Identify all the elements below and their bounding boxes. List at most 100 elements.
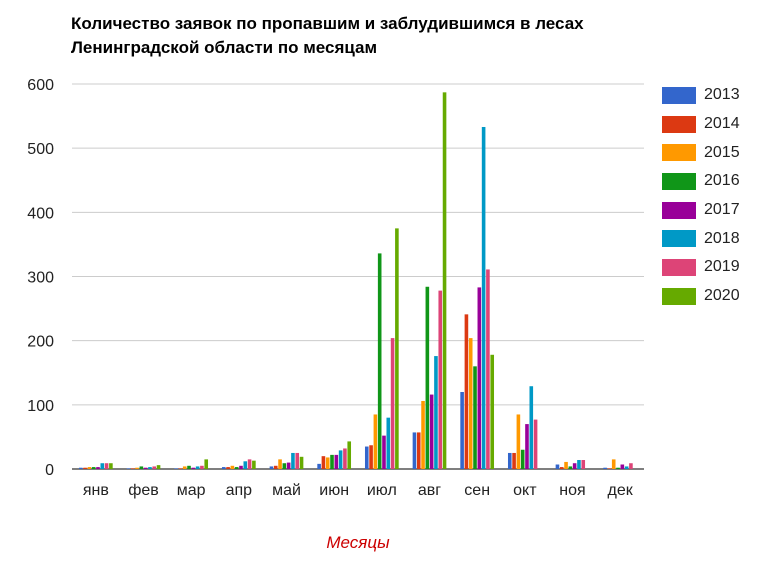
bar [464,314,469,469]
bar [629,463,633,469]
y-tick-label: 0 [45,462,54,479]
bar [559,467,564,469]
bar [91,467,96,469]
bar [126,468,131,469]
legend-swatch [662,172,696,190]
gridlines [72,83,644,470]
x-axis-ticks: янв фев мар апр май июн июл авг сен окт ноя дек [83,482,634,499]
legend-swatch [662,115,696,133]
x-tick-label: дек [608,482,634,499]
legend-label: 2020 [704,287,740,305]
legend-item: 2020 [662,282,740,311]
x-tick-label: май [272,482,301,499]
bar [434,356,438,469]
bar [178,468,183,469]
bar [152,466,157,469]
legend-label: 2014 [704,115,740,133]
bar [96,467,100,469]
bar [529,386,534,469]
bar [460,392,464,469]
x-tick-label: июл [367,482,397,499]
bar [291,452,295,469]
bar [581,460,586,469]
bar [533,419,538,469]
x-axis-label: Месяцы [0,533,764,553]
legend-label: 2017 [704,201,740,219]
bar [83,467,87,469]
bar [624,466,629,469]
bar [343,448,347,469]
x-axis-label-text: Месяцы [326,533,390,552]
legend-item: 2013 [662,81,740,110]
y-tick-label: 600 [27,77,54,94]
legend-item: 2019 [662,253,740,282]
x-tick-label: мар [177,482,206,499]
legend-swatch [662,86,696,104]
bar [273,465,278,469]
legend-swatch [662,287,696,305]
legend-swatch [662,201,696,219]
bar [564,461,568,469]
legend-swatch [662,258,696,276]
x-tick-label: фев [128,482,159,499]
bar [620,464,625,469]
bar [334,454,339,469]
bar [338,450,343,469]
bar [555,464,560,469]
bar [525,424,529,469]
bar [611,459,616,469]
bar [247,459,252,469]
bar [317,463,321,469]
bar [377,253,382,469]
legend-label: 2015 [704,143,740,161]
legend-label: 2013 [704,86,740,104]
bar [607,468,612,469]
bar [156,465,161,469]
legend-label: 2016 [704,172,740,190]
bar [468,338,473,469]
legend-label: 2019 [704,258,740,276]
bar [486,269,490,469]
x-tick-label: ноя [559,482,585,499]
legend-swatch [662,144,696,162]
chart-title-line-1: Количество заявок по пропавшим и заблуди… [71,14,584,33]
bar [143,467,148,469]
legend-item: 2017 [662,196,740,225]
bar [174,468,178,469]
bar [191,467,196,469]
bar [182,466,187,469]
legend-item: 2014 [662,110,740,139]
chart-title: Количество заявок по пропавшим и заблуди… [71,12,631,60]
y-tick-label: 400 [27,205,54,222]
bar [373,414,378,469]
bar [278,459,282,469]
bar [230,465,235,469]
bar [243,461,248,469]
bar [512,452,516,469]
bar [390,338,395,469]
legend-item: 2018 [662,224,740,253]
bar [104,463,109,469]
bar [603,467,607,469]
bar [187,465,191,469]
bar [438,290,443,469]
legend-label: 2018 [704,229,740,247]
bar [269,466,274,469]
bar [321,456,326,469]
x-tick-label: окт [513,482,537,499]
bar [364,446,369,469]
bar [577,460,581,469]
bar [234,467,239,469]
x-tick-label: сен [464,482,490,499]
x-tick-label: авг [418,482,441,499]
bar [477,287,482,469]
bar [325,457,330,469]
bar [282,463,287,469]
bar [239,465,243,469]
x-tick-label: апр [226,482,253,499]
bar [490,354,495,469]
bar [421,400,425,469]
bar [139,466,144,469]
bar [568,466,573,469]
